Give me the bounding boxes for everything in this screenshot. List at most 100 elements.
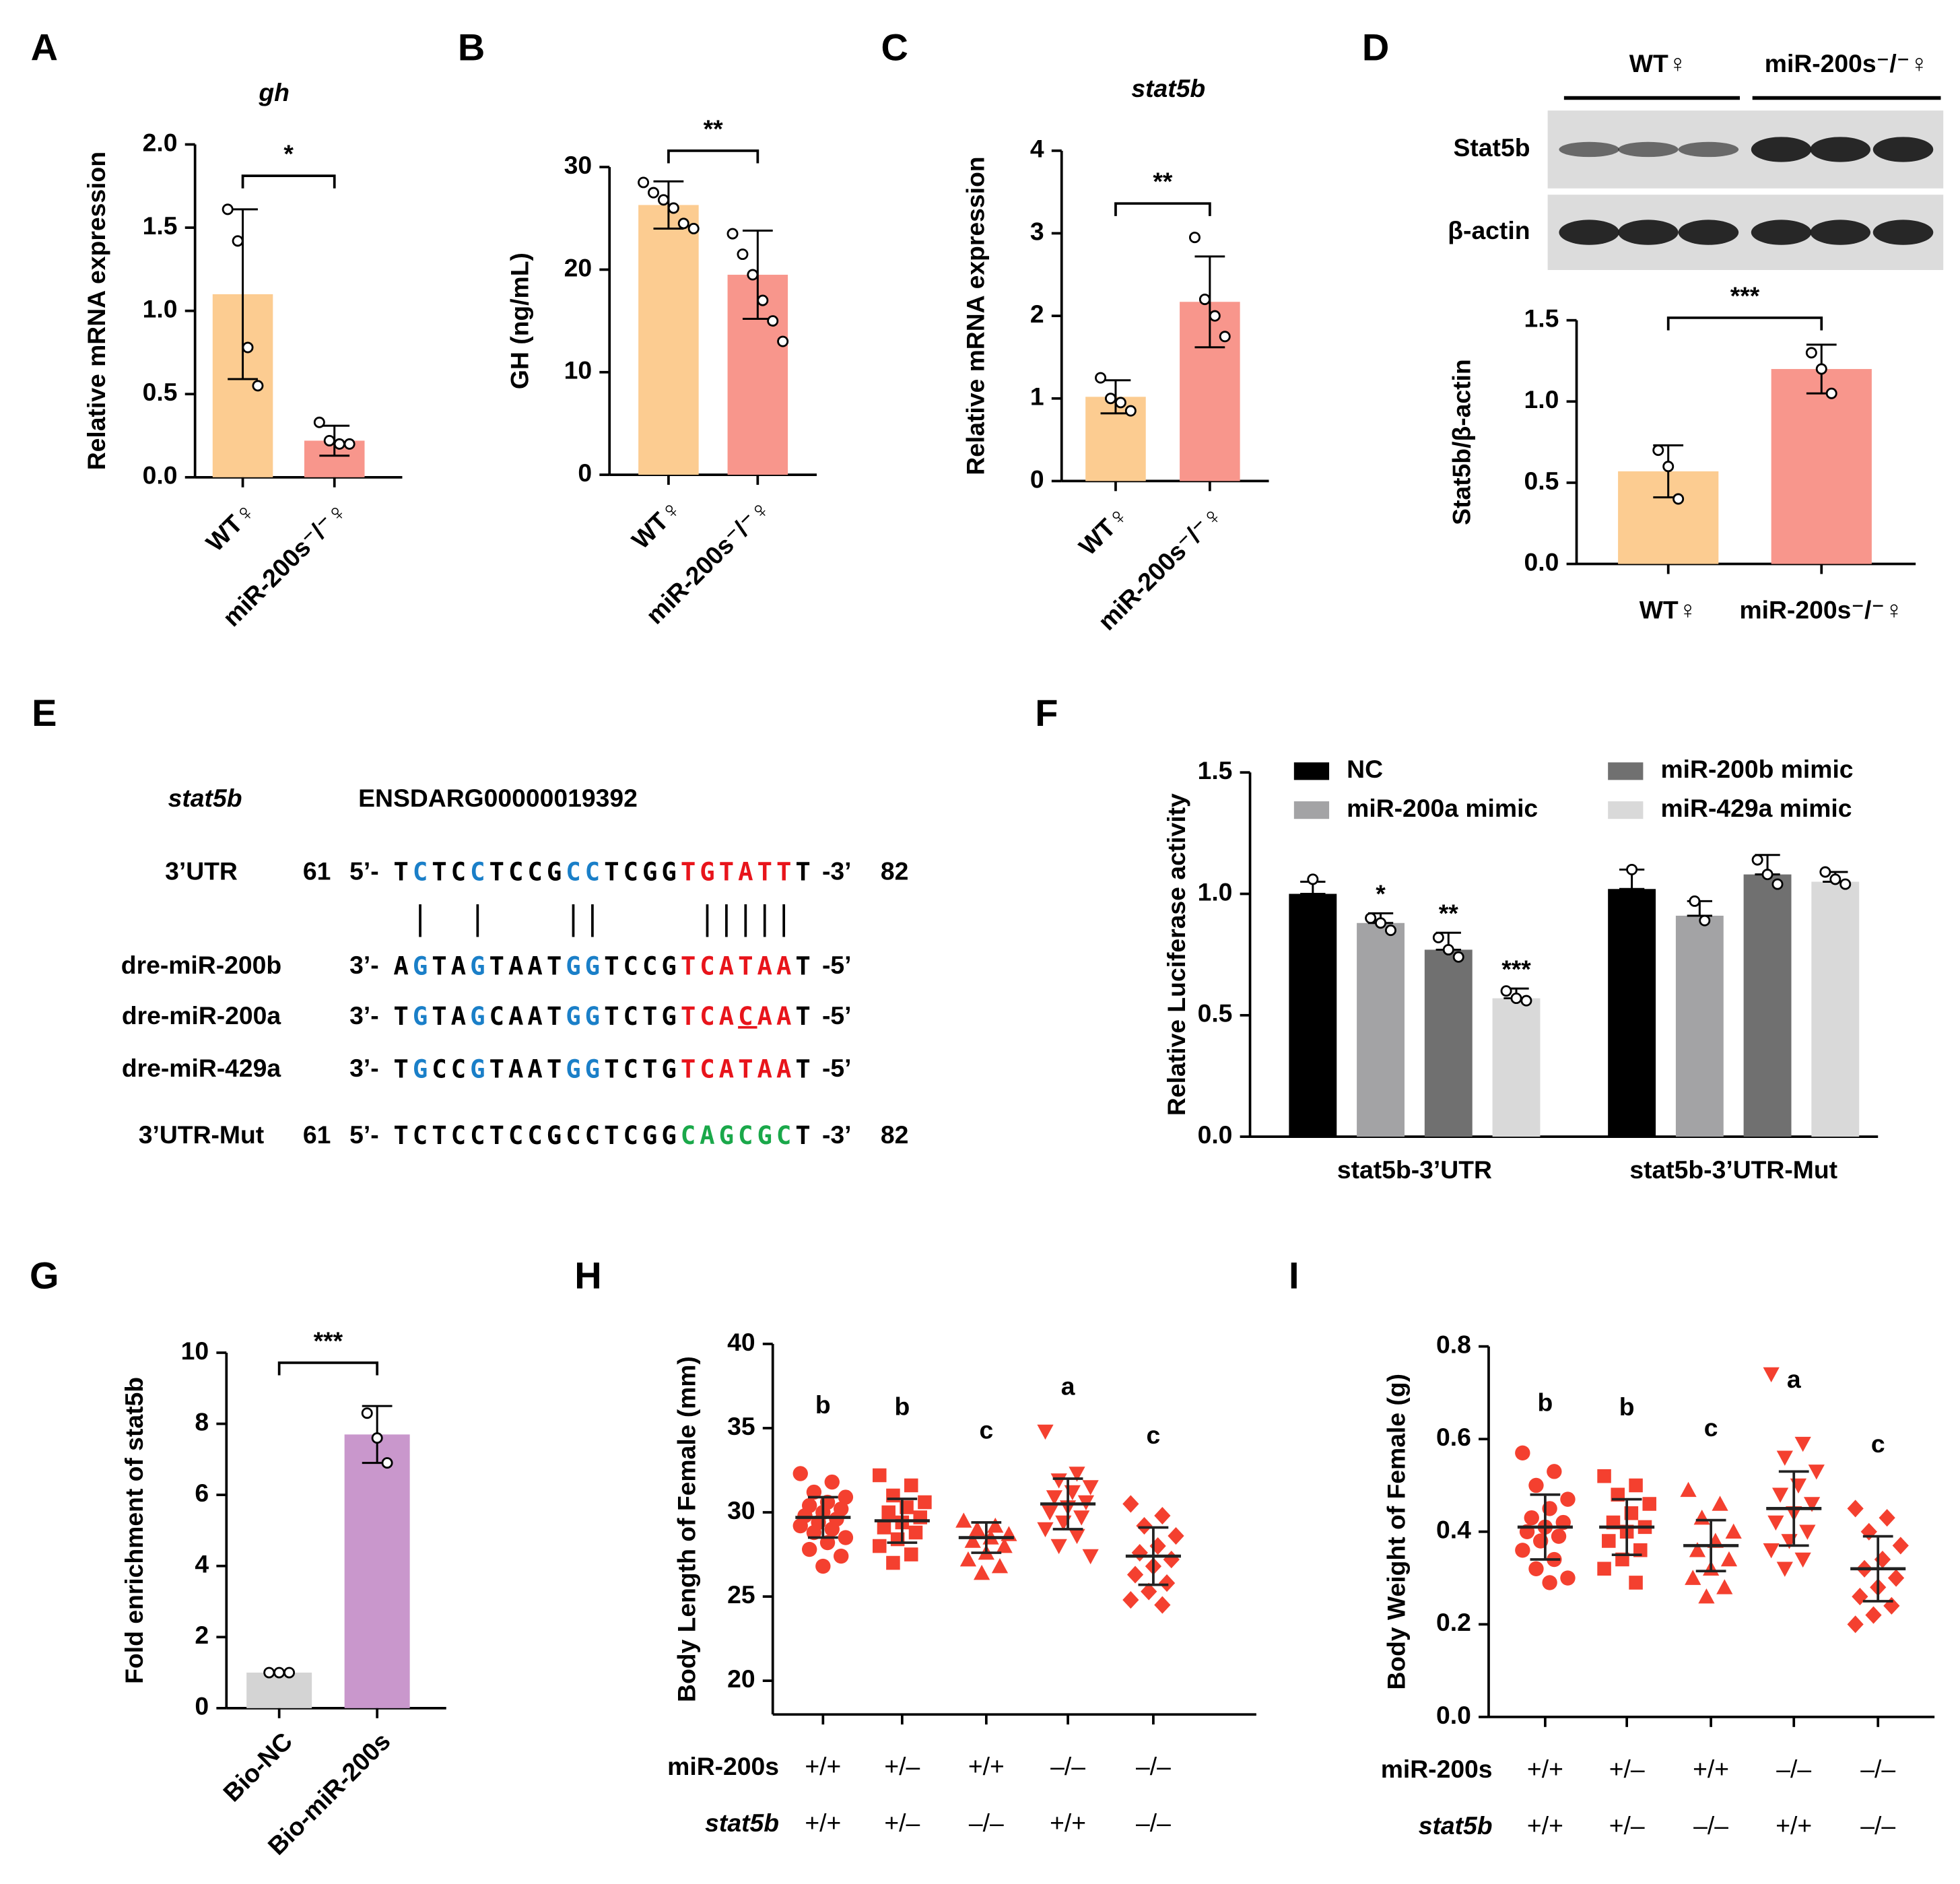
row-label: miR-200s: [1381, 1755, 1493, 1783]
y-tick-label: 35: [727, 1412, 755, 1440]
blot-row-label: Stat5b: [1454, 133, 1530, 162]
data-point: [1528, 1477, 1544, 1493]
sequence-segment: C: [738, 1001, 757, 1030]
sequence-segment: TCA: [681, 1001, 738, 1030]
data-point: [1432, 931, 1444, 943]
data-point: [1860, 1522, 1877, 1541]
sequence-segment: C: [470, 856, 489, 886]
data-point: [1776, 1561, 1793, 1577]
sd-bar: [887, 1498, 918, 1544]
data-point: [1763, 1367, 1780, 1383]
y-tick-label: 3: [1030, 217, 1044, 245]
panel-letter: I: [1289, 1254, 1299, 1297]
y-tick-label: 2: [1030, 300, 1044, 328]
data-point: [1751, 854, 1763, 866]
blot-row-label: β-actin: [1448, 216, 1530, 244]
data-point: [1825, 387, 1837, 399]
x-tick-label: WT♀: [201, 496, 261, 557]
y-axis-label: Relative mRNA expression: [82, 152, 110, 470]
y-tick-label: 6: [195, 1479, 209, 1507]
data-point: [1163, 1551, 1180, 1569]
y-axis-label: Fold enrichment of stat5b: [120, 1377, 148, 1684]
genotype-label: –/–: [1136, 1809, 1171, 1837]
data-point: [815, 1558, 831, 1574]
data-point: [1808, 1465, 1825, 1480]
data-point: [1442, 943, 1454, 955]
y-tick-label: 0.5: [1524, 467, 1559, 495]
genotype-label: –/–: [1860, 1755, 1895, 1783]
data-point: [737, 248, 749, 261]
row-label: stat5b: [1419, 1811, 1493, 1840]
y-axis-label: Relative mRNA expression: [961, 156, 990, 475]
data-point: [1114, 397, 1126, 409]
blot-band: [1678, 220, 1739, 245]
y-tick-label: 8: [195, 1407, 209, 1436]
data-point: [638, 176, 650, 189]
data-point: [959, 1551, 977, 1567]
bar: [638, 205, 699, 475]
bar: [1675, 915, 1724, 1137]
data-point: [1680, 1481, 1697, 1498]
x-tick-label: miR-200s⁻/⁻♀: [1739, 595, 1903, 624]
sequence-segment: T: [393, 1054, 412, 1083]
sd-bar: [1862, 1535, 1893, 1603]
data-point: [792, 1518, 808, 1534]
group-letter: b: [894, 1392, 910, 1421]
sequence-segment: TA: [432, 951, 470, 980]
strand-prefix: 5’-: [349, 1120, 379, 1149]
strand-suffix: -5’: [822, 1001, 852, 1030]
sequence: TCTCCTCCGCCTCGGCAGCGCT: [393, 1120, 814, 1150]
data-point: [1510, 993, 1522, 1005]
data-point: [1037, 1522, 1054, 1538]
strand-prefix: 5’-: [349, 856, 379, 885]
sequence-segment: G: [413, 951, 432, 980]
data-point: [232, 235, 244, 247]
group-letter: a: [1061, 1372, 1075, 1401]
strand-suffix: -3’: [822, 856, 852, 885]
gene-name: stat5b: [168, 784, 242, 812]
data-point: [806, 1484, 822, 1500]
significance-label: **: [1153, 167, 1173, 195]
data-point: [1547, 1464, 1562, 1479]
data-point: [1629, 1478, 1643, 1493]
row-label: 3’UTR: [165, 856, 238, 885]
data-point: [1725, 1523, 1742, 1539]
sequence-segment: G: [470, 1054, 489, 1083]
bar: [1492, 998, 1541, 1137]
y-axis-label: GH (ng/mL): [506, 253, 534, 389]
data-point: [908, 1525, 923, 1540]
legend-label: miR-429a mimic: [1661, 794, 1852, 822]
panel-letter: E: [32, 692, 57, 734]
data-point: [1771, 878, 1784, 890]
data-point: [1307, 873, 1319, 885]
data-point: [1815, 363, 1827, 375]
data-point: [1126, 1566, 1144, 1584]
data-point: [1887, 1569, 1905, 1587]
sequence-segment: CAGCGC: [681, 1120, 796, 1150]
bar: [1771, 369, 1872, 564]
sequence-segment: T: [795, 856, 814, 886]
sequence-segment: TCATAA: [681, 1054, 796, 1083]
data-point: [904, 1547, 918, 1561]
data-point: [886, 1555, 900, 1570]
y-tick-label: 0.0: [1198, 1120, 1233, 1149]
y-tick-label: 1: [1030, 382, 1044, 411]
position-end: 82: [881, 1120, 909, 1149]
sequence-segment: T: [795, 1001, 814, 1030]
data-point: [904, 1478, 918, 1493]
legend-swatch: [1608, 801, 1644, 819]
blot-band: [1618, 220, 1679, 245]
panel-letter: B: [458, 26, 485, 68]
genotype-label: +/+: [968, 1752, 1005, 1780]
bar: [1424, 949, 1473, 1137]
genotype-label: +/+: [1527, 1811, 1563, 1840]
data-point: [1761, 869, 1773, 881]
y-tick-label: 4: [1030, 135, 1044, 163]
data-point: [1073, 1510, 1090, 1526]
sequence: TGTAGCAATGGTCTGTCACAAT: [393, 1001, 814, 1030]
data-point: [1050, 1539, 1067, 1555]
genotype-label: –/–: [969, 1809, 1004, 1837]
data-point: [1597, 1561, 1611, 1576]
data-point: [313, 416, 325, 428]
sequence-segment: TCTCCTCCGCCTCGG: [393, 1120, 680, 1150]
